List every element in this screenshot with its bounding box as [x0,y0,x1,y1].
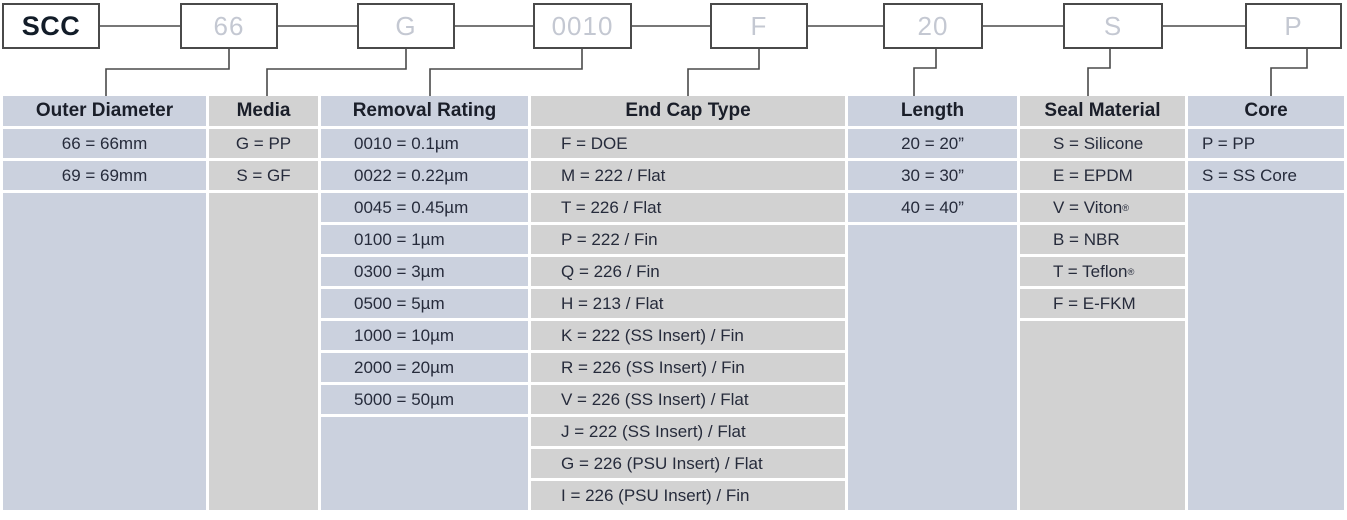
option-cell-length-2: 30 = 30” [848,161,1017,190]
option-cell-end-cap-type-9: V = 226 (SS Insert) / Flat [531,385,845,414]
option-cell-length-1: 20 = 20” [848,129,1017,158]
option-cell-seal-material-3: V = Viton ® [1020,193,1185,222]
option-cell-removal-rating-6: 0500 = 5µm [321,289,528,318]
option-cell-removal-rating-1: 0010 = 0.1µm [321,129,528,158]
option-cell-end-cap-type-8: R = 226 (SS Insert) / Fin [531,353,845,382]
column-header-core: Core [1188,96,1344,126]
option-cell-end-cap-type-7: K = 222 (SS Insert) / Fin [531,321,845,350]
part-code-box-removal-rating: 0010 [533,3,632,49]
column-header-seal-material: Seal Material [1020,96,1185,126]
filler-cell-seal-material [1020,321,1185,510]
option-cell-seal-material-2: E = EPDM [1020,161,1185,190]
option-cell-seal-material-5: T = Teflon ® [1020,257,1185,286]
option-cell-removal-rating-4: 0100 = 1µm [321,225,528,254]
option-cell-removal-rating-3: 0045 = 0.45µm [321,193,528,222]
ordering-options-table: Outer Diameter 66 = 66mm 69 = 69mm Media G =… [3,96,1344,510]
filler-cell-length [848,225,1017,510]
option-cell-core-2: S = SS Core [1188,161,1344,190]
option-cell-end-cap-type-12: I = 226 (PSU Insert) / Fin [531,481,845,510]
part-code-box-end-cap-type: F [710,3,808,49]
option-cell-outer-diameter-2: 69 = 69mm [3,161,206,190]
option-cell-removal-rating-5: 0300 = 3µm [321,257,528,286]
column-header-media: Media [209,96,318,126]
option-cell-removal-rating-7: 1000 = 10µm [321,321,528,350]
option-cell-end-cap-type-3: T = 226 / Flat [531,193,845,222]
option-cell-length-3: 40 = 40” [848,193,1017,222]
option-cell-end-cap-type-2: M = 222 / Flat [531,161,845,190]
filler-cell-media [209,193,318,510]
part-code-box-length: 20 [883,3,983,49]
column-header-end-cap-type: End Cap Type [531,96,845,126]
part-code-box-media: G [357,3,455,49]
option-cell-outer-diameter-1: 66 = 66mm [3,129,206,158]
part-code-box-outer-diameter: 66 [180,3,278,49]
column-header-removal-rating: Removal Rating [321,96,528,126]
part-code-box-series: SCC [2,3,100,49]
option-cell-removal-rating-9: 5000 = 50µm [321,385,528,414]
part-code-box-core: P [1245,3,1342,49]
option-cell-media-2: S = GF [209,161,318,190]
filler-cell-core [1188,193,1344,510]
option-cell-end-cap-type-6: H = 213 / Flat [531,289,845,318]
filler-cell-removal-rating [321,417,528,510]
option-cell-seal-material-6: F = E-FKM [1020,289,1185,318]
column-header-length: Length [848,96,1017,126]
option-cell-end-cap-type-11: G = 226 (PSU Insert) / Flat [531,449,845,478]
filler-cell-outer-diameter [3,193,206,510]
option-cell-core-1: P = PP [1188,129,1344,158]
column-header-outer-diameter: Outer Diameter [3,96,206,126]
option-cell-seal-material-4: B = NBR [1020,225,1185,254]
option-cell-removal-rating-8: 2000 = 20µm [321,353,528,382]
option-cell-seal-material-1: S = Silicone [1020,129,1185,158]
option-cell-end-cap-type-4: P = 222 / Fin [531,225,845,254]
option-cell-removal-rating-2: 0022 = 0.22µm [321,161,528,190]
option-cell-end-cap-type-10: J = 222 (SS Insert) / Flat [531,417,845,446]
option-cell-end-cap-type-1: F = DOE [531,129,845,158]
part-code-box-seal-material: S [1063,3,1163,49]
option-cell-media-1: G = PP [209,129,318,158]
option-cell-end-cap-type-5: Q = 226 / Fin [531,257,845,286]
